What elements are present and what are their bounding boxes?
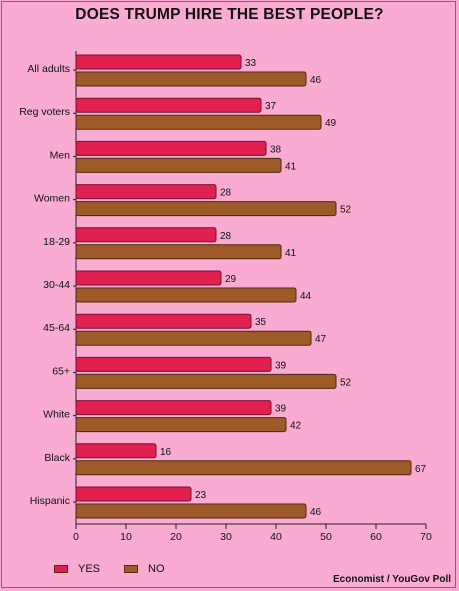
legend-label-no: NO [148,563,165,575]
data-label: 33 [245,58,257,69]
data-label: 28 [220,188,232,199]
data-label: 46 [310,75,322,86]
source-credit: Economist / YouGov Poll [333,574,451,585]
legend: YES NO [54,563,189,575]
data-label: 28 [220,231,232,242]
x-tick-label: 70 [420,531,432,543]
data-label: 29 [225,274,237,285]
x-tick-label: 0 [73,531,79,543]
bar-yes [75,54,242,70]
data-label: 35 [255,317,267,328]
data-label: 16 [160,447,172,458]
bar-no [75,244,282,260]
category-label: Reg voters [19,106,70,118]
data-label: 41 [285,161,297,172]
bar-yes [75,356,272,372]
bar-yes [75,486,192,502]
data-label: 39 [275,404,287,415]
data-label: 23 [195,490,207,501]
data-label: 39 [275,360,287,371]
category-label: White [43,409,70,421]
x-tick-label: 20 [170,531,182,543]
category-label: Hispanic [30,495,70,507]
x-tick-label: 40 [270,531,282,543]
category-label: 18-29 [43,236,70,248]
data-label: 49 [325,118,337,129]
bar-yes [75,400,272,416]
bar-no [75,330,312,346]
bar-no [75,114,322,130]
x-tick-label: 10 [120,531,132,543]
bar-no [75,417,287,433]
bar-yes [75,97,262,113]
legend-item-yes: YES [54,563,100,575]
bar-no [75,71,307,87]
data-label: 46 [310,507,322,518]
data-label: 37 [265,101,277,112]
data-label: 52 [340,377,352,388]
bar-yes [75,443,157,459]
legend-swatch-yes [54,565,68,573]
category-label: Black [44,452,70,464]
x-tick-label: 50 [320,531,332,543]
legend-item-no: NO [124,563,165,575]
bar-yes [75,313,252,329]
x-tick-label: 60 [370,531,382,543]
chart-title: DOES TRUMP HIRE THE BEST PEOPLE? [75,6,384,23]
legend-swatch-no [124,565,139,573]
data-label: 67 [415,464,427,475]
data-label: 52 [340,205,352,216]
bar-yes [75,227,217,243]
data-label: 44 [300,291,312,302]
category-label: All adults [27,63,70,75]
data-label: 38 [270,144,282,155]
category-label: Men [50,149,71,161]
data-label: 41 [285,248,297,259]
category-label: 65+ [52,365,70,377]
bar-yes [75,270,222,286]
bar-no [75,287,297,303]
data-label: 47 [315,334,327,345]
category-label: 45-64 [43,322,70,334]
bar-no [75,503,307,519]
x-tick-label: 30 [220,531,232,543]
category-label: 30-44 [43,279,70,291]
category-label: Women [34,193,70,205]
bar-no [75,373,337,389]
bar-no [75,157,282,173]
bar-no [75,460,412,476]
data-label: 42 [290,421,302,432]
bar-yes [75,140,267,156]
bar-no [75,201,337,217]
legend-label-yes: YES [78,563,101,575]
bar-yes [75,184,217,200]
